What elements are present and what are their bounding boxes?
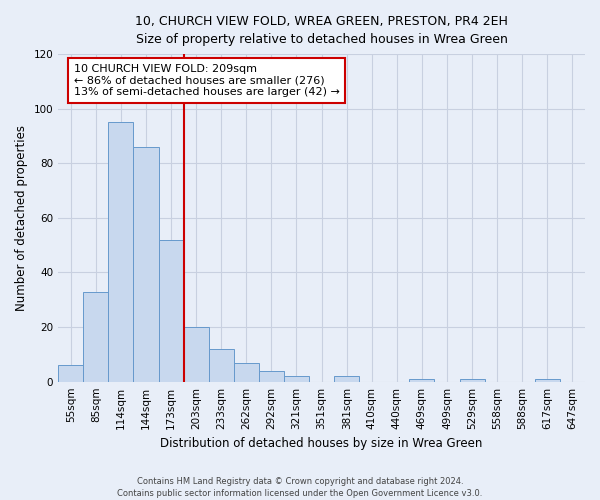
Text: 10 CHURCH VIEW FOLD: 209sqm
← 86% of detached houses are smaller (276)
13% of se: 10 CHURCH VIEW FOLD: 209sqm ← 86% of det… [74, 64, 340, 97]
Bar [259, 371, 284, 382]
Bar [209, 349, 234, 382]
Bar [284, 376, 309, 382]
Text: Contains HM Land Registry data © Crown copyright and database right 2024.
Contai: Contains HM Land Registry data © Crown c… [118, 476, 482, 498]
Bar [58, 366, 83, 382]
Bar [184, 327, 209, 382]
Bar [535, 379, 560, 382]
Bar [234, 362, 259, 382]
Y-axis label: Number of detached properties: Number of detached properties [15, 125, 28, 311]
Bar [334, 376, 359, 382]
Bar [158, 240, 184, 382]
Bar [409, 379, 434, 382]
Bar [133, 147, 158, 382]
Title: 10, CHURCH VIEW FOLD, WREA GREEN, PRESTON, PR4 2EH
Size of property relative to : 10, CHURCH VIEW FOLD, WREA GREEN, PRESTO… [135, 15, 508, 46]
Bar [460, 379, 485, 382]
Bar [83, 292, 109, 382]
X-axis label: Distribution of detached houses by size in Wrea Green: Distribution of detached houses by size … [160, 437, 483, 450]
Bar [109, 122, 133, 382]
